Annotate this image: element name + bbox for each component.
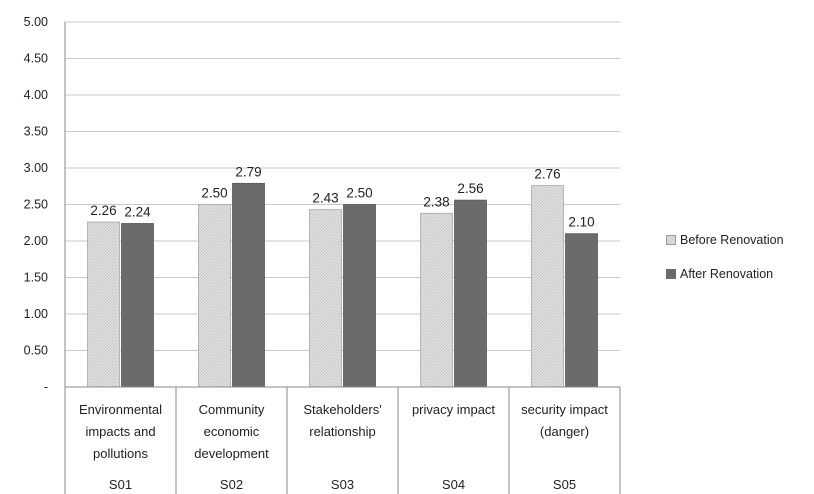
bars: 2.26 2.24 2.50 2.79 2.43 2.50 2.38 2.56 2.76 2.10: [87, 164, 598, 388]
legend-label-before: Before Renovation: [680, 233, 784, 247]
y-tick-label: 4.50: [24, 52, 48, 66]
x-tick-label: Community: [199, 402, 265, 417]
x-category-code: S02: [220, 477, 243, 492]
y-tick-label: 1.50: [24, 271, 48, 285]
data-label: 2.76: [534, 167, 560, 182]
data-label: 2.79: [235, 164, 261, 179]
data-label: 2.56: [457, 181, 483, 196]
x-category-code: S01: [109, 477, 132, 492]
bar-after-renovation: [454, 199, 487, 388]
x-tick-label: security impact: [521, 402, 608, 417]
x-tick-label: privacy impact: [412, 402, 495, 417]
x-axis: Environmental impacts and pollutions S01 Com…: [65, 386, 621, 494]
data-label: 2.43: [312, 191, 338, 206]
y-tick-label: 4.00: [24, 88, 48, 102]
y-tick-label: 2.50: [24, 198, 48, 212]
bar-before-renovation: [198, 204, 231, 388]
bar-before-renovation: [309, 209, 342, 388]
y-tick-label: 3.50: [24, 125, 48, 139]
data-label: 2.24: [124, 204, 151, 219]
y-tick-label: 5.00: [24, 15, 48, 29]
bar-before-renovation: [531, 185, 564, 388]
y-tick-label: 3.00: [24, 161, 48, 175]
x-category-code: S05: [553, 477, 576, 492]
gridlines: [65, 21, 620, 388]
y-tick-label: -: [44, 380, 48, 394]
legend: Before Renovation After Renovation: [666, 230, 784, 298]
bar-before-renovation: [420, 212, 453, 388]
bar-after-renovation: [232, 182, 265, 388]
x-tick-label: Environmental: [79, 402, 162, 417]
legend-item-before: Before Renovation: [666, 230, 784, 250]
y-tick-label: 1.00: [24, 307, 48, 321]
x-category-code: S04: [442, 477, 465, 492]
data-label: 2.26: [90, 203, 116, 218]
bar-before-renovation: [87, 221, 120, 388]
legend-item-after: After Renovation: [666, 264, 784, 284]
x-tick-label: pollutions: [93, 446, 148, 461]
x-category-code: S03: [331, 477, 354, 492]
x-tick-label: (danger): [540, 424, 589, 439]
legend-swatch-after: [666, 269, 676, 279]
legend-label-after: After Renovation: [680, 267, 774, 281]
data-label: 2.50: [346, 186, 372, 201]
y-tick-label: 0.50: [24, 344, 48, 358]
data-label: 2.50: [201, 186, 227, 201]
x-tick-label: Stakeholders': [303, 402, 381, 417]
bar-after-renovation: [565, 233, 598, 388]
x-tick-label: relationship: [309, 424, 376, 439]
x-tick-label: development: [194, 446, 269, 461]
y-axis: - 0.50 1.00 1.50 2.00 2.50 3.00 3.50 4.00 4.50 5.0…: [24, 15, 66, 494]
data-label: 2.10: [568, 215, 594, 230]
x-tick-label: impacts and: [85, 424, 155, 439]
bar-after-renovation: [343, 204, 376, 388]
x-tick-label: economic: [204, 424, 260, 439]
y-tick-label: 2.00: [24, 234, 48, 248]
legend-swatch-before: [666, 235, 676, 245]
data-label: 2.38: [423, 194, 449, 209]
bar-after-renovation: [121, 223, 154, 388]
